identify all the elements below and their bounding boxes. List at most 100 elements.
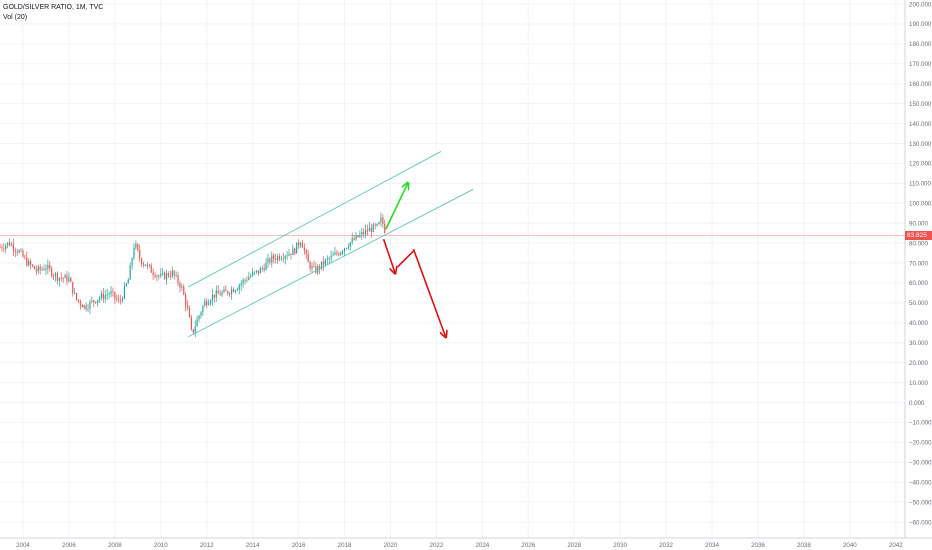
candle-body bbox=[188, 307, 191, 318]
candle-body bbox=[248, 276, 250, 280]
candle-body bbox=[231, 289, 233, 295]
candle-body bbox=[118, 299, 120, 301]
x-tick-label: 2026 bbox=[521, 542, 535, 549]
candle-body bbox=[290, 253, 292, 256]
candle-body bbox=[380, 217, 382, 223]
arrow-down-short[interactable] bbox=[382, 238, 395, 273]
candle-body bbox=[378, 222, 380, 225]
price-axis[interactable]: 200.000 190.000 180.000 170.000 160.000 150.0… bbox=[904, 0, 932, 538]
candle-body bbox=[204, 301, 206, 306]
candle-body bbox=[313, 265, 315, 267]
candle-body bbox=[236, 289, 238, 291]
candle-body bbox=[43, 269, 45, 270]
candle-body bbox=[275, 258, 277, 261]
x-tick-label: 2012 bbox=[200, 542, 214, 549]
candle-body bbox=[305, 250, 307, 255]
candle-body bbox=[175, 275, 177, 276]
x-tick-label: 2020 bbox=[384, 542, 398, 549]
candle-body bbox=[347, 246, 349, 248]
candle-body bbox=[100, 293, 103, 299]
candle-body bbox=[357, 235, 359, 238]
candle-body bbox=[31, 264, 34, 267]
y-tick-label: 30.000 bbox=[909, 340, 928, 347]
symbol-title: GOLD/SILVER RATIO, 1M, TVC bbox=[3, 4, 104, 11]
candle-body bbox=[353, 238, 355, 240]
arrow-bounce[interactable] bbox=[396, 250, 415, 268]
candle-body bbox=[33, 266, 36, 270]
arrow-up[interactable] bbox=[385, 183, 408, 230]
candle-body bbox=[211, 294, 214, 301]
y-tick-label: 180.000 bbox=[909, 41, 932, 48]
channel-upper-line[interactable] bbox=[188, 151, 442, 288]
candle-body bbox=[158, 275, 160, 277]
candle-body bbox=[98, 298, 101, 300]
y-tick-label: 100.000 bbox=[909, 201, 932, 208]
candle-body bbox=[229, 293, 231, 295]
candle-body bbox=[60, 277, 62, 279]
candle-body bbox=[340, 252, 342, 255]
x-tick-label: 2010 bbox=[154, 542, 168, 549]
candle-body bbox=[135, 244, 137, 248]
last-price-badge: 83.825 bbox=[905, 230, 932, 240]
candle-body bbox=[263, 268, 265, 271]
x-tick-label: 2006 bbox=[62, 542, 76, 549]
candle-body bbox=[342, 251, 344, 253]
candle-body bbox=[79, 301, 81, 306]
candle-body bbox=[142, 263, 145, 265]
y-tick-label: 0.000 bbox=[909, 400, 925, 407]
candle-body bbox=[47, 264, 49, 269]
x-tick-label: 2032 bbox=[659, 542, 673, 549]
x-tick-label: 2016 bbox=[292, 542, 306, 549]
candle-body bbox=[349, 242, 351, 247]
time-axis[interactable]: 2004 2006 2008 2010 2012 2014 2016 2018 2020 2022… bbox=[0, 537, 932, 549]
candle-body bbox=[261, 268, 263, 270]
candle-body bbox=[374, 224, 376, 226]
candle-body bbox=[320, 261, 323, 269]
candle-body bbox=[112, 291, 114, 293]
candle-body bbox=[234, 290, 237, 292]
chart-legend: GOLD/SILVER RATIO, 1M, TVC Vol (20) bbox=[3, 3, 103, 23]
candle-body bbox=[7, 242, 9, 246]
candle-body bbox=[72, 281, 74, 294]
candle-body bbox=[26, 257, 28, 266]
candle-body bbox=[265, 262, 267, 271]
y-tick-label: 110.000 bbox=[909, 181, 931, 188]
candle-body bbox=[106, 294, 108, 296]
x-tick-label: 2008 bbox=[108, 542, 122, 549]
candle-body bbox=[286, 255, 288, 257]
x-tick-label: 2042 bbox=[889, 542, 903, 549]
candle-body bbox=[328, 258, 330, 260]
candle-body bbox=[133, 247, 135, 259]
y-tick-label: −10.000 bbox=[909, 420, 932, 427]
candle-body bbox=[208, 303, 210, 305]
candle-body bbox=[179, 283, 181, 288]
candle-body bbox=[150, 265, 152, 273]
candle-body bbox=[154, 274, 156, 277]
candle-body bbox=[54, 273, 57, 276]
channel-lower-line[interactable] bbox=[188, 188, 474, 338]
x-tick-label: 2036 bbox=[751, 542, 765, 549]
candle-body bbox=[315, 266, 317, 273]
x-tick-label: 2028 bbox=[567, 542, 581, 549]
y-tick-label: 20.000 bbox=[909, 360, 928, 367]
candle-body bbox=[363, 232, 365, 235]
candle-body bbox=[282, 258, 284, 260]
candle-body bbox=[39, 266, 41, 270]
candle-body bbox=[240, 283, 242, 286]
candle-body bbox=[49, 264, 51, 269]
x-tick-label: 2004 bbox=[16, 542, 30, 549]
candle-body bbox=[296, 242, 298, 254]
candle-body bbox=[227, 291, 229, 294]
candle-body bbox=[257, 270, 260, 274]
arrow-down-long[interactable] bbox=[412, 248, 445, 337]
candle-body bbox=[177, 275, 179, 284]
candle-body bbox=[83, 305, 85, 308]
candle-body bbox=[85, 305, 87, 310]
x-tick-label: 2022 bbox=[430, 542, 444, 549]
candle-body bbox=[137, 244, 139, 251]
candle-body bbox=[141, 258, 143, 264]
y-tick-label: −60.000 bbox=[909, 519, 932, 526]
candle-body bbox=[196, 318, 198, 327]
candle-body bbox=[125, 283, 127, 287]
